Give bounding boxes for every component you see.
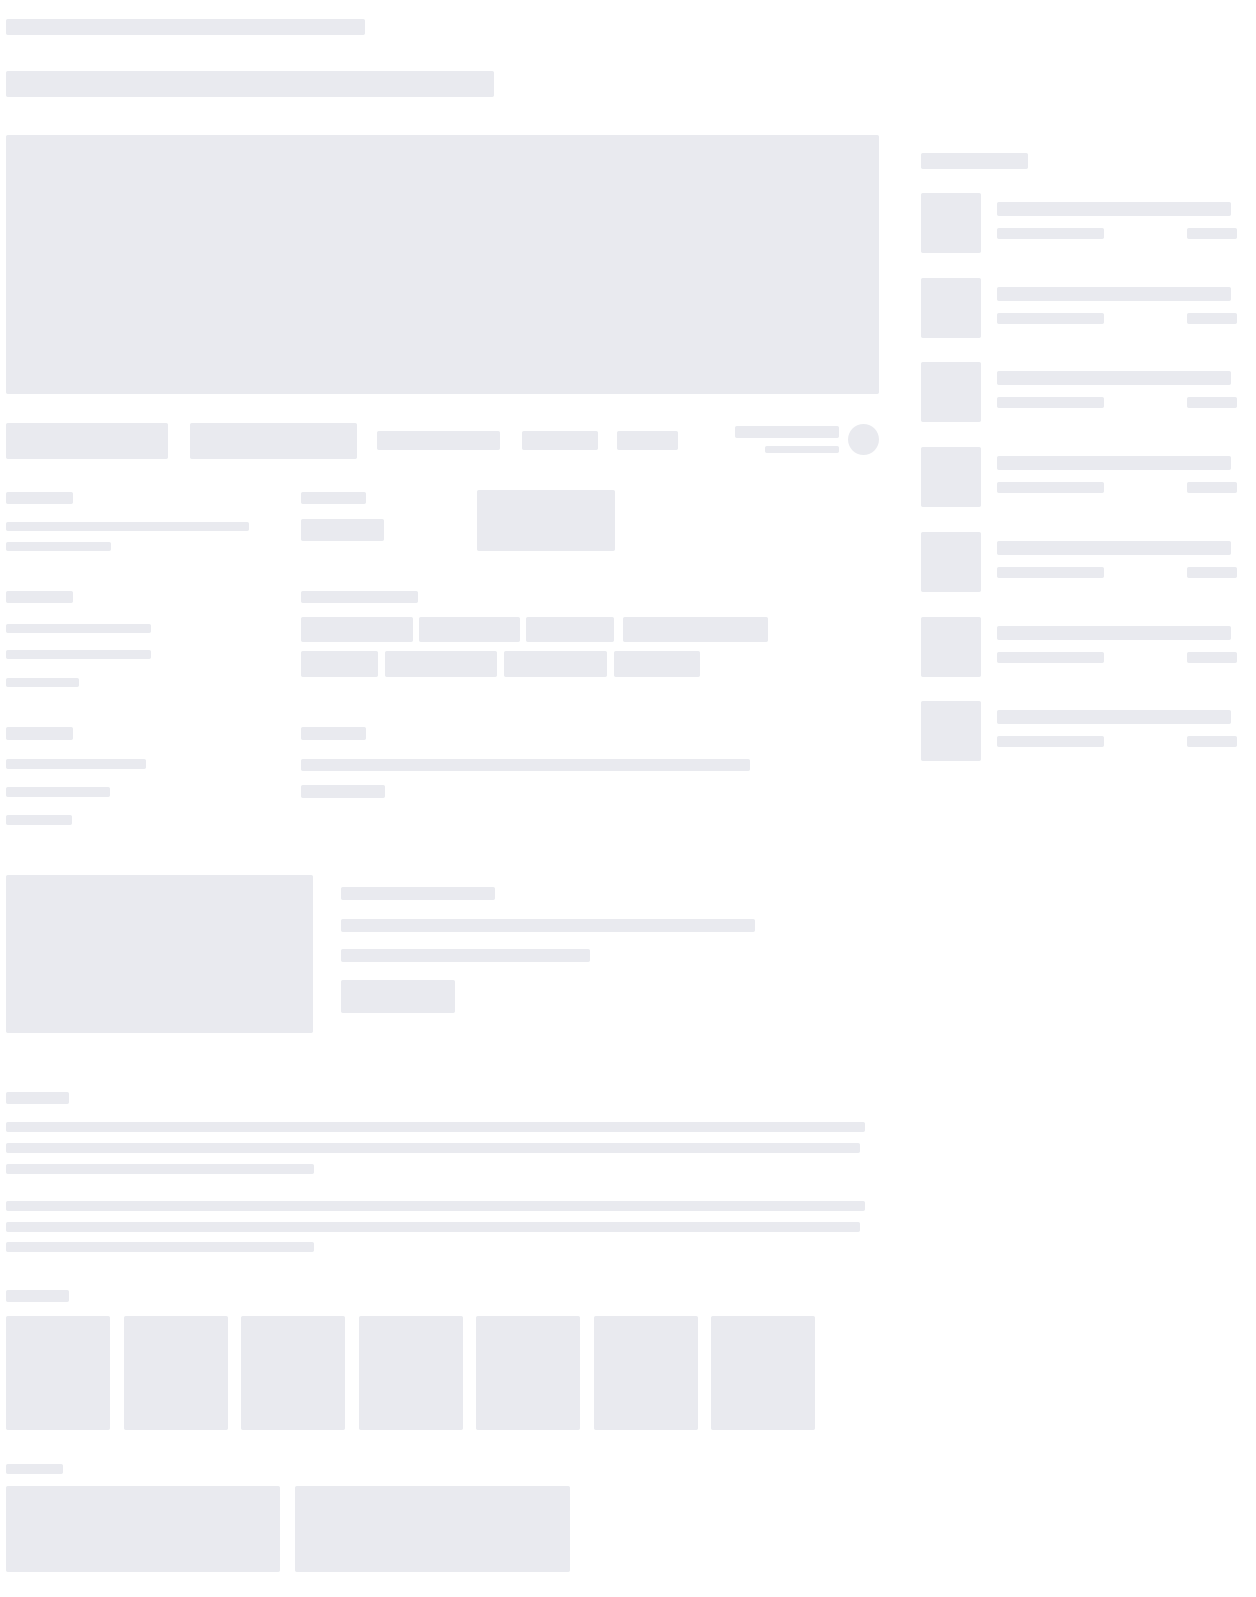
detail-label-3-left: [6, 727, 73, 740]
gallery-thumbnail[interactable]: [594, 1316, 698, 1430]
detail-line: [6, 542, 111, 551]
related-item-thumbnail[interactable]: [921, 362, 981, 422]
gallery-thumbnail[interactable]: [359, 1316, 463, 1430]
gallery-thumbnail[interactable]: [6, 1316, 110, 1430]
detail-line: [6, 787, 110, 797]
action-link-bar-1[interactable]: [377, 431, 500, 450]
related-item-title-bar[interactable]: [997, 456, 1231, 470]
detail-label-2-left: [6, 591, 73, 603]
tag-chip[interactable]: [623, 617, 768, 642]
related-item-meta-bar: [997, 482, 1104, 493]
detail-line: [6, 650, 151, 659]
related-item-thumbnail[interactable]: [921, 701, 981, 761]
download-block[interactable]: [6, 1486, 280, 1572]
related-item-thumbnail[interactable]: [921, 447, 981, 507]
related-item-duration-bar: [1187, 567, 1237, 578]
action-link-bar-3[interactable]: [617, 431, 678, 450]
rating-underline-bar: [765, 446, 839, 453]
gallery-thumbnail[interactable]: [711, 1316, 815, 1430]
detail-line: [6, 678, 79, 687]
secondary-action-button[interactable]: [190, 423, 357, 459]
detail-label-3-right: [301, 727, 366, 740]
related-item-duration-bar: [1187, 397, 1237, 408]
detail-thumb-block: [477, 490, 615, 551]
detail-short-bar: [301, 785, 385, 798]
gallery-thumbnail[interactable]: [241, 1316, 345, 1430]
related-item-duration-bar: [1187, 482, 1237, 493]
related-item-thumbnail[interactable]: [921, 617, 981, 677]
related-item-duration-bar: [1187, 228, 1237, 239]
detail-label-2-right: [301, 591, 418, 603]
detail-long-line: [301, 759, 750, 771]
tag-chip[interactable]: [419, 617, 520, 642]
description-line: [6, 1122, 865, 1132]
detail-line: [6, 522, 249, 531]
related-item-duration-bar: [1187, 652, 1237, 663]
uploader-image[interactable]: [6, 875, 313, 1033]
section-label-gallery: [6, 1290, 69, 1302]
related-item-title-bar[interactable]: [997, 371, 1231, 385]
related-item-duration-bar: [1187, 313, 1237, 324]
avatar-circle[interactable]: [848, 424, 879, 455]
related-item-title-bar[interactable]: [997, 626, 1231, 640]
section-label-description: [6, 1092, 69, 1104]
related-item-meta-bar: [997, 736, 1104, 747]
related-item-title-bar[interactable]: [997, 541, 1231, 555]
related-item-meta-bar: [997, 397, 1104, 408]
uploader-info-line: [341, 949, 590, 962]
tag-chip[interactable]: [526, 617, 614, 642]
related-item-meta-bar: [997, 228, 1104, 239]
description-line: [6, 1164, 314, 1174]
description-line: [6, 1242, 314, 1252]
gallery-thumbnail[interactable]: [124, 1316, 228, 1430]
related-item-thumbnail[interactable]: [921, 278, 981, 338]
gallery-thumbnail[interactable]: [476, 1316, 580, 1430]
related-item-title-bar[interactable]: [997, 287, 1231, 301]
primary-action-button[interactable]: [6, 423, 168, 459]
tag-chip[interactable]: [614, 651, 700, 677]
uploader-info-line: [341, 919, 755, 932]
related-item-meta-bar: [997, 652, 1104, 663]
section-label-downloads: [6, 1464, 63, 1474]
related-item-meta-bar: [997, 313, 1104, 324]
related-item-title-bar[interactable]: [997, 710, 1231, 724]
description-line: [6, 1201, 865, 1211]
detail-label-1-right: [301, 492, 366, 504]
related-item-title-bar[interactable]: [997, 202, 1231, 216]
detail-line: [6, 759, 146, 769]
tag-chip[interactable]: [301, 651, 378, 677]
tag-chip[interactable]: [385, 651, 497, 677]
download-block[interactable]: [295, 1486, 570, 1572]
sidebar-heading-bar: [921, 153, 1028, 169]
description-line: [6, 1143, 860, 1153]
related-item-thumbnail[interactable]: [921, 193, 981, 253]
detail-label-1-left: [6, 492, 73, 504]
rating-bar: [735, 426, 839, 438]
subscribe-button[interactable]: [341, 980, 455, 1013]
detail-line: [6, 624, 151, 633]
related-item-thumbnail[interactable]: [921, 532, 981, 592]
breadcrumb-bar: [6, 19, 365, 35]
tag-chip[interactable]: [301, 617, 413, 642]
related-item-meta-bar: [997, 567, 1104, 578]
page-title-bar: [6, 71, 494, 97]
uploader-name-bar: [341, 887, 495, 900]
description-line: [6, 1222, 860, 1232]
detail-value-bar: [301, 519, 384, 541]
action-link-bar-2[interactable]: [522, 431, 598, 450]
related-item-duration-bar: [1187, 736, 1237, 747]
detail-line: [6, 815, 72, 825]
tag-chip[interactable]: [504, 651, 607, 677]
video-player-placeholder[interactable]: [6, 135, 879, 394]
